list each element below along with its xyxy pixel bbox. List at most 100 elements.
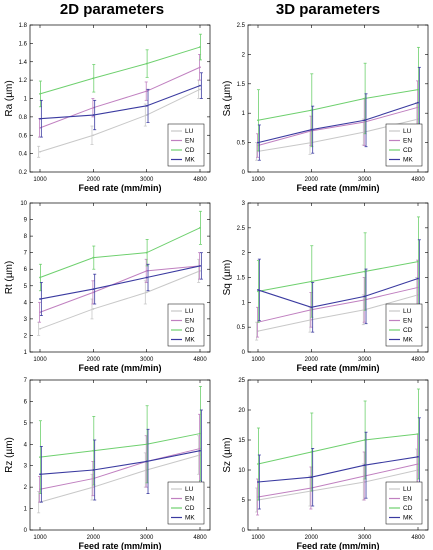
data-point <box>417 260 419 263</box>
legend-label-cd: CD <box>185 327 195 334</box>
legend-label-lu: LU <box>185 308 194 315</box>
data-point <box>257 141 259 144</box>
data-point <box>145 460 148 463</box>
series-line <box>39 433 201 458</box>
y-tick-label: 2.5 <box>237 23 246 29</box>
data-point <box>92 291 95 294</box>
x-axis-label: Feed rate (mm/min) <box>78 541 161 550</box>
data-point <box>363 119 366 122</box>
legend-label-cd: CD <box>185 147 195 154</box>
y-tick-label: 1.6 <box>19 41 28 47</box>
data-point <box>39 150 41 153</box>
x-axis-label: Feed rate (mm/min) <box>296 541 379 550</box>
legend-label-cd: CD <box>185 505 195 512</box>
x-tick-label: 4800 <box>193 357 207 363</box>
plot-frame <box>29 379 211 531</box>
chart-panel-5: 0 1 2 3 4 5 6 7 1000 2000 3000 4800 Feed rate (mm/mi… <box>4 378 211 550</box>
legend-label-mk: MK <box>403 157 413 164</box>
y-tick-label: 0.5 <box>237 141 246 147</box>
data-point <box>145 269 148 272</box>
x-tick-label: 3000 <box>140 357 154 363</box>
data-point <box>417 101 419 104</box>
data-point <box>417 88 419 91</box>
y-tick-label: 7 <box>24 251 28 257</box>
data-point <box>199 226 201 229</box>
data-point <box>39 93 41 95</box>
data-point <box>310 476 313 479</box>
series-line <box>39 88 201 153</box>
x-tick-label: 3000 <box>358 357 372 363</box>
y-tick-label: 4 <box>24 300 28 306</box>
series-line <box>257 456 419 483</box>
data-point <box>199 449 201 452</box>
y-tick-label: 0.5 <box>237 325 246 331</box>
series-line <box>39 448 201 490</box>
y-axis-label: Sq (µm) <box>222 260 233 296</box>
data-point <box>145 114 148 116</box>
x-tick-label: 2000 <box>305 357 319 363</box>
series-mk <box>39 72 203 138</box>
data-point <box>199 88 201 91</box>
series-line <box>257 277 419 308</box>
y-tick-label: 1 <box>242 111 246 117</box>
chart-panel-4: 0 0.5 1 1.5 2 2.5 3 1000 2000 3000 4800 Feed rate (… <box>222 201 429 373</box>
series-line <box>39 85 201 120</box>
y-axis-label: Rz (µm) <box>4 437 15 473</box>
series-line <box>257 433 419 465</box>
legend-label-mk: MK <box>185 337 195 344</box>
data-point <box>39 117 41 120</box>
data-point <box>39 456 41 459</box>
data-point <box>363 295 366 298</box>
series-line <box>257 294 419 332</box>
series-line <box>257 261 419 292</box>
legend-label-lu: LU <box>185 486 194 493</box>
data-point <box>310 109 313 112</box>
y-tick-label: 4 <box>24 442 28 448</box>
data-point <box>310 280 313 283</box>
data-point <box>145 104 148 107</box>
x-tick-label: 3000 <box>140 535 154 541</box>
series-en <box>256 80 420 158</box>
series-mk <box>39 409 203 503</box>
data-point <box>417 433 419 435</box>
data-point <box>39 473 41 476</box>
data-point <box>92 134 95 137</box>
y-tick-label: 3 <box>242 201 246 207</box>
legend-label-cd: CD <box>403 327 413 334</box>
x-axis-label: Feed rate (mm/min) <box>296 363 379 373</box>
plot-frame <box>247 24 429 173</box>
data-point <box>39 276 41 279</box>
y-tick-label: 1.8 <box>19 23 28 29</box>
y-tick-label: 0 <box>242 528 246 534</box>
series-line <box>39 265 201 300</box>
y-tick-label: 2 <box>24 485 28 491</box>
series-line <box>39 66 201 129</box>
data-point <box>92 469 95 471</box>
x-tick-label: 2000 <box>87 357 101 363</box>
series-lu <box>255 448 419 513</box>
y-tick-label: 0 <box>24 528 28 534</box>
y-tick-label: 6 <box>24 399 28 405</box>
column-title-2d: 2D parameters <box>60 1 164 18</box>
data-point <box>39 127 41 129</box>
legend-label-en: EN <box>403 318 412 325</box>
legend: LU EN CD MK <box>385 481 423 525</box>
series-mk <box>257 239 421 333</box>
y-tick-label: 9 <box>24 218 28 224</box>
series-line <box>257 463 419 498</box>
y-tick-label: 1.5 <box>237 276 246 282</box>
legend-label-lu: LU <box>185 128 194 135</box>
data-point <box>39 327 41 330</box>
series-cd <box>38 386 202 494</box>
x-tick-label: 1000 <box>251 535 265 541</box>
legend-label-en: EN <box>185 138 194 145</box>
y-tick-label: 2 <box>242 52 246 58</box>
data-point <box>92 449 95 452</box>
data-point <box>145 90 148 93</box>
y-tick-label: 3 <box>24 317 28 323</box>
x-tick-label: 2000 <box>305 177 319 183</box>
y-axis-label: Sz (µm) <box>222 437 233 472</box>
y-tick-label: 0.8 <box>19 115 28 121</box>
